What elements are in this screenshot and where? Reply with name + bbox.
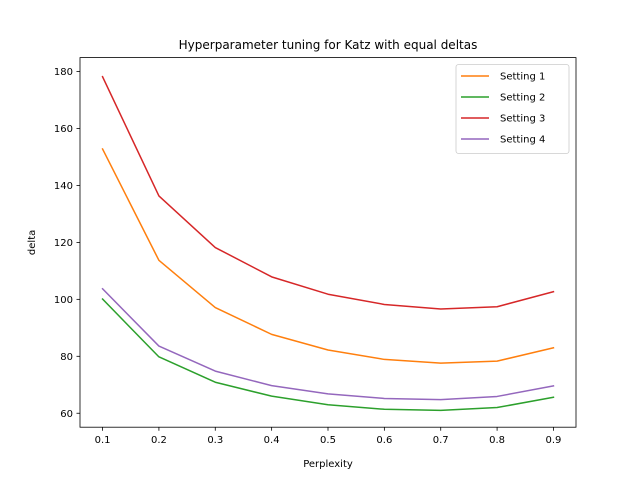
y-tick-label: 120	[54, 238, 73, 249]
y-tick-label: 180	[54, 67, 73, 78]
series-line-3	[101, 75, 555, 310]
y-axis: 60 80 100 120 140 160 180	[54, 67, 80, 420]
x-tick-label: 0.9	[546, 435, 562, 446]
legend-box	[455, 64, 570, 154]
x-tick-label: 0.6	[376, 435, 392, 446]
x-tick-label: 0.3	[207, 435, 223, 446]
x-axis: 0.1 0.2 0.3 0.4 0.5 0.6 0.7 0.8 0.9	[95, 427, 562, 446]
y-tick-label: 140	[54, 181, 73, 192]
x-tick-label: 0.4	[264, 435, 280, 446]
x-tick-label: 0.2	[151, 435, 167, 446]
series-line-4	[101, 287, 555, 401]
legend-label-3: Setting 3	[500, 114, 545, 125]
x-tick-label: 0.5	[320, 435, 336, 446]
legend: Setting 1 Setting 2 Setting 3 Setting 4	[455, 64, 570, 154]
chart-title: Hyperparameter tuning for Katz with equa…	[179, 38, 478, 52]
y-axis-label: delta	[27, 230, 38, 255]
plot-lines	[101, 75, 555, 412]
legend-label-1: Setting 1	[500, 72, 545, 83]
y-tick-label: 100	[54, 295, 73, 306]
legend-label-2: Setting 2	[500, 93, 545, 104]
series-line-2	[101, 297, 555, 412]
x-axis-label: Perplexity	[303, 459, 353, 470]
x-tick-label: 0.8	[489, 435, 505, 446]
y-tick-label: 160	[54, 124, 73, 135]
x-tick-label: 0.1	[95, 435, 111, 446]
legend-label-4: Setting 4	[500, 135, 545, 146]
y-tick-label: 80	[60, 352, 73, 363]
x-tick-label: 0.7	[433, 435, 449, 446]
y-tick-label: 60	[60, 409, 73, 420]
series-line-1	[101, 147, 555, 364]
